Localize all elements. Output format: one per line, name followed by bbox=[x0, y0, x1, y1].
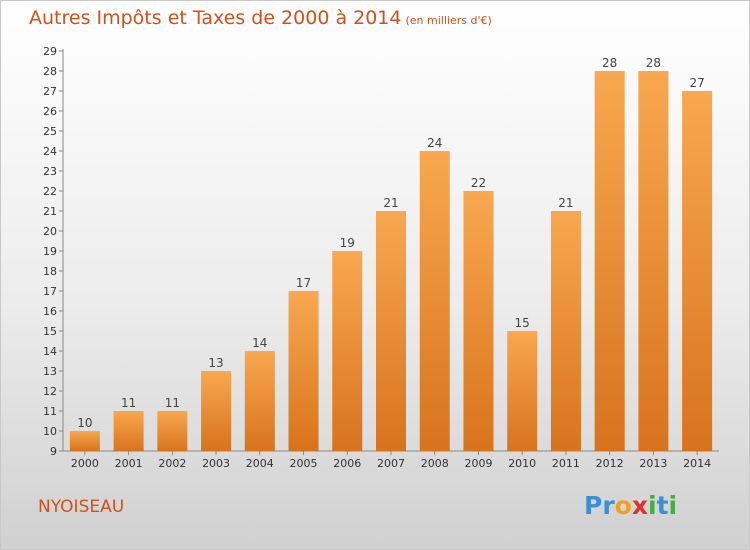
data-label: 10 bbox=[77, 416, 92, 430]
data-label: 21 bbox=[383, 196, 398, 210]
x-tick-label: 2012 bbox=[596, 457, 624, 470]
x-tick-label: 2006 bbox=[333, 457, 361, 470]
y-tick-label: 19 bbox=[43, 245, 57, 258]
data-label: 11 bbox=[165, 396, 180, 410]
x-tick-label: 2003 bbox=[202, 457, 230, 470]
x-tick-label: 2005 bbox=[290, 457, 318, 470]
data-label: 17 bbox=[296, 276, 311, 290]
data-label: 28 bbox=[602, 56, 617, 70]
data-label: 21 bbox=[558, 196, 573, 210]
y-tick-label: 13 bbox=[43, 365, 57, 378]
y-tick-label: 16 bbox=[43, 305, 57, 318]
bar bbox=[157, 411, 188, 451]
data-label: 27 bbox=[689, 76, 704, 90]
data-label: 19 bbox=[340, 236, 355, 250]
y-tick-label: 23 bbox=[43, 165, 57, 178]
x-tick-label: 2009 bbox=[464, 457, 492, 470]
y-tick-label: 15 bbox=[43, 325, 57, 338]
logo-letter: t bbox=[656, 491, 669, 520]
y-tick-label: 20 bbox=[43, 225, 57, 238]
logo-letter: x bbox=[631, 491, 648, 520]
data-label: 13 bbox=[208, 356, 223, 370]
logo-letter: r bbox=[602, 491, 615, 520]
x-tick-label: 2008 bbox=[421, 457, 449, 470]
bar bbox=[376, 211, 406, 451]
bar bbox=[682, 91, 713, 451]
x-tick-label: 2013 bbox=[639, 457, 667, 470]
bar bbox=[332, 251, 363, 451]
y-tick-label: 21 bbox=[43, 205, 57, 218]
x-tick-label: 2007 bbox=[377, 457, 405, 470]
y-tick-label: 29 bbox=[43, 45, 57, 58]
bar bbox=[244, 351, 275, 451]
bar bbox=[463, 191, 494, 451]
y-tick-label: 18 bbox=[43, 265, 57, 278]
y-tick-label: 9 bbox=[50, 445, 57, 458]
y-tick-label: 24 bbox=[43, 145, 57, 158]
bar bbox=[594, 71, 625, 451]
data-label: 28 bbox=[646, 56, 661, 70]
data-label: 15 bbox=[515, 316, 530, 330]
x-tick-label: 2002 bbox=[158, 457, 186, 470]
bar bbox=[638, 71, 669, 451]
x-tick-label: 2010 bbox=[508, 457, 536, 470]
chart-title-text: Autres Impôts et Taxes de 2000 à 2014 bbox=[29, 7, 402, 29]
chart-unit: (en milliers d'€) bbox=[405, 14, 492, 27]
y-tick-label: 17 bbox=[43, 285, 57, 298]
bar bbox=[113, 411, 144, 451]
chart-title: Autres Impôts et Taxes de 2000 à 2014 (en… bbox=[29, 7, 492, 29]
y-tick-label: 14 bbox=[43, 345, 57, 358]
y-tick-label: 28 bbox=[43, 65, 57, 78]
proxiti-logo[interactable]: Proxiti bbox=[584, 491, 677, 520]
logo-letter: P bbox=[584, 491, 603, 520]
y-tick-label: 11 bbox=[43, 405, 57, 418]
x-tick-label: 2004 bbox=[246, 457, 274, 470]
y-tick-label: 10 bbox=[43, 425, 57, 438]
data-label: 22 bbox=[471, 176, 486, 190]
bar bbox=[507, 331, 538, 451]
bar bbox=[288, 291, 319, 451]
bar bbox=[201, 371, 232, 451]
y-tick-label: 12 bbox=[43, 385, 57, 398]
data-label: 14 bbox=[252, 336, 267, 350]
bar bbox=[69, 431, 100, 451]
logo-letter: i bbox=[648, 491, 657, 520]
bars bbox=[69, 71, 713, 451]
labels: 2000 10 2001 11 2002 11 2003 13 2004 14 2005 17 2006… bbox=[71, 56, 711, 470]
y-tick-label: 22 bbox=[43, 185, 57, 198]
x-tick-label: 2000 bbox=[71, 457, 99, 470]
logo-letter: o bbox=[614, 491, 632, 520]
y-tick-label: 26 bbox=[43, 105, 57, 118]
bar bbox=[419, 151, 450, 451]
x-tick-label: 2011 bbox=[552, 457, 580, 470]
x-tick-label: 2014 bbox=[683, 457, 711, 470]
y-tick-label: 27 bbox=[43, 85, 57, 98]
bar bbox=[550, 211, 581, 451]
x-tick-label: 2001 bbox=[115, 457, 143, 470]
data-label: 11 bbox=[121, 396, 136, 410]
y-tick-label: 25 bbox=[43, 125, 57, 138]
logo-letter: i bbox=[668, 491, 678, 520]
commune-name: NYOISEAU bbox=[38, 497, 125, 517]
data-label: 24 bbox=[427, 136, 442, 150]
